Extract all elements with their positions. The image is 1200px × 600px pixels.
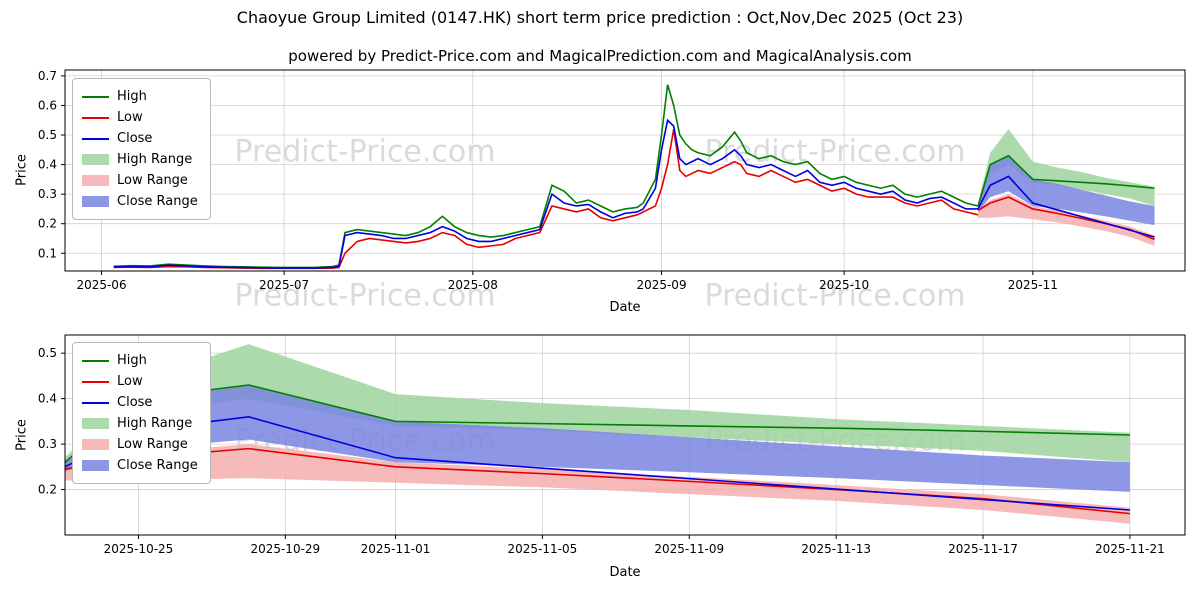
legend-label: Low xyxy=(117,374,143,389)
legend-item-low: Low xyxy=(82,371,198,392)
watermark-text: Predict-Price.com xyxy=(704,134,966,170)
y-axis-label-bottom: Price xyxy=(14,419,30,451)
y-tick-label: 0.1 xyxy=(38,246,57,260)
low-line xyxy=(113,128,979,270)
x-tick-label: 2025-11 xyxy=(1008,278,1058,292)
high-range-band xyxy=(65,344,1130,467)
close-range-band xyxy=(978,155,1155,226)
legend-item-low-range: Low Range xyxy=(82,170,198,191)
prediction-detail-chart: 2025-10-25 2025-10-29 2025-11-01 2025-11-05… xyxy=(38,334,1186,556)
legend-item-low-range: Low Range xyxy=(82,434,198,455)
legend-label: Low Range xyxy=(117,173,188,188)
x-tick-label: 2025-11-17 xyxy=(948,542,1018,556)
legend-label: High Range xyxy=(117,152,193,167)
y-tick-label: 0.2 xyxy=(38,217,57,231)
low-range-band xyxy=(65,444,1130,524)
low-range-band xyxy=(978,194,1155,246)
x-axis-label-bottom: Date xyxy=(609,565,641,580)
legend-item-close: Close xyxy=(82,392,198,413)
legend-item-high-range: High Range xyxy=(82,149,198,170)
legend-item-high: High xyxy=(82,350,198,371)
pred-high-line xyxy=(977,154,1155,207)
plot-border xyxy=(64,334,1186,536)
legend-label: Close Range xyxy=(117,194,198,209)
price-history-chart: 2025-06 2025-07 2025-08 2025-09 2025-10 2025-… xyxy=(38,69,1186,292)
page-subtitle: powered by Predict-Price.com and Magical… xyxy=(288,47,912,65)
legend-item-close-range: Close Range xyxy=(82,191,198,212)
high-range-swatch xyxy=(82,154,109,165)
x-tick-label: 2025-11-05 xyxy=(508,542,578,556)
x-tick-label: 2025-06 xyxy=(76,278,126,292)
high-line-swatch xyxy=(82,359,109,362)
close-range-band xyxy=(65,385,1130,492)
legend-item-close-range: Close Range xyxy=(82,455,198,476)
legend-item-close: Close xyxy=(82,128,198,149)
legend-label: High xyxy=(117,353,147,368)
low-line-swatch xyxy=(82,116,109,119)
y-tick-label: 0.4 xyxy=(38,158,57,172)
legend-item-high-range: High Range xyxy=(82,413,198,434)
legend-label: Low Range xyxy=(117,437,188,452)
high-range-swatch xyxy=(82,418,109,429)
low-line-swatch xyxy=(82,380,109,383)
y-tick-label: 0.3 xyxy=(38,187,57,201)
x-tick-label: 2025-08 xyxy=(448,278,498,292)
y-tick-label: 0.5 xyxy=(38,128,57,142)
legend-top: High Low Close High Range Low Range Clos… xyxy=(72,78,211,220)
high-line xyxy=(113,84,979,269)
legend-item-high: High xyxy=(82,86,198,107)
legend-bottom: High Low Close High Range Low Range Clos… xyxy=(72,342,211,484)
close-line-swatch xyxy=(82,401,109,404)
x-tick-label: 2025-09 xyxy=(636,278,686,292)
legend-item-low: Low xyxy=(82,107,198,128)
x-axis-label-top: Date xyxy=(609,300,641,315)
x-tick-label: 2025-11-09 xyxy=(654,542,724,556)
x-tick-label: 2025-11-21 xyxy=(1095,542,1165,556)
pred-close-line xyxy=(977,175,1155,238)
y-tick-label: 0.3 xyxy=(38,437,57,451)
plot-border xyxy=(64,69,1186,272)
close-range-swatch xyxy=(82,460,109,471)
low-range-swatch xyxy=(82,439,109,450)
close-line xyxy=(113,118,979,269)
high-line-swatch xyxy=(82,95,109,98)
y-tick-label: 0.2 xyxy=(38,483,57,497)
high-range-band xyxy=(978,129,1155,209)
close-line-swatch xyxy=(82,137,109,140)
low-range-swatch xyxy=(82,175,109,186)
legend-label: Low xyxy=(117,110,143,125)
watermark-text: Predict-Price.com xyxy=(234,278,496,314)
x-tick-label: 2025-10-29 xyxy=(250,542,320,556)
x-tick-label: 2025-10 xyxy=(819,278,869,292)
watermark-text: Predict-Price.com xyxy=(704,278,966,314)
x-tick-label: 2025-07 xyxy=(259,278,309,292)
legend-label: Close xyxy=(117,131,153,146)
close-range-swatch xyxy=(82,196,109,207)
y-tick-label: 0.4 xyxy=(38,392,57,406)
page-title: Chaoyue Group Limited (0147.HK) short te… xyxy=(236,8,964,27)
y-tick-label: 0.7 xyxy=(38,69,57,83)
x-tick-label: 2025-11-13 xyxy=(801,542,871,556)
legend-label: High Range xyxy=(117,416,193,431)
y-tick-label: 0.5 xyxy=(38,346,57,360)
legend-label: High xyxy=(117,89,147,104)
legend-label: Close xyxy=(117,395,153,410)
y-tick-label: 0.6 xyxy=(38,98,57,112)
x-tick-label: 2025-10-25 xyxy=(104,542,174,556)
y-axis-label-top: Price xyxy=(14,154,30,186)
x-tick-label: 2025-11-01 xyxy=(361,542,431,556)
watermark-text: Predict-Price.com xyxy=(234,134,496,170)
legend-label: Close Range xyxy=(117,458,198,473)
